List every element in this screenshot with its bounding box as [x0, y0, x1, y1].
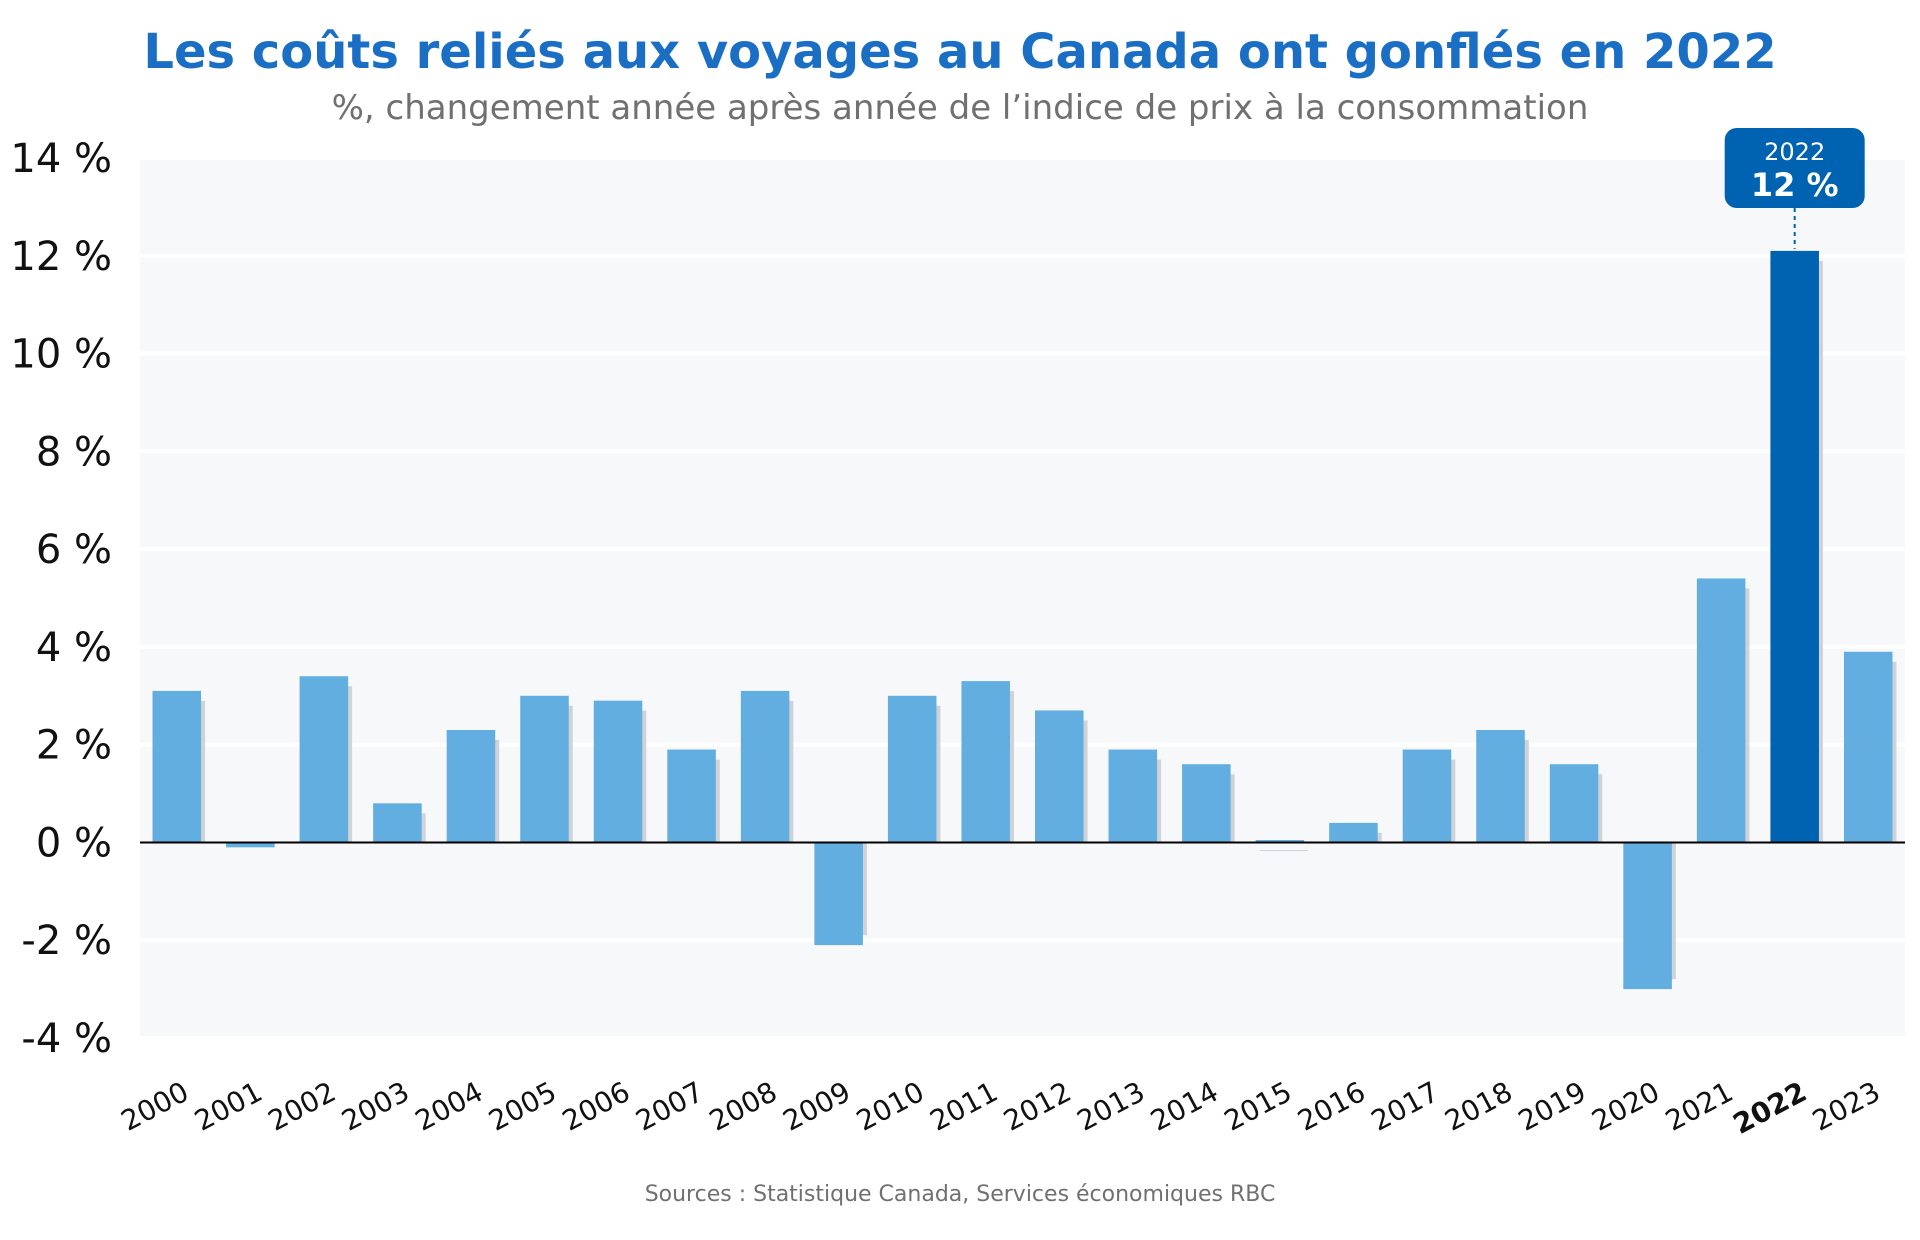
annotation-box — [1724, 128, 1865, 208]
y-tick-label: -2 % — [21, 918, 112, 964]
bar-2009 — [814, 842, 863, 946]
bar-2006 — [593, 700, 643, 843]
chart-title: Les coûts reliés aux voyages au Canada o… — [143, 24, 1777, 80]
bar-2019 — [1549, 764, 1599, 843]
x-tick-label: 2015 — [1219, 1075, 1297, 1138]
bar-2003 — [373, 803, 422, 843]
x-tick-label: 2005 — [483, 1075, 561, 1138]
source-note: Sources : Statistique Canada, Services é… — [644, 1182, 1276, 1207]
x-tick-label: 2001 — [189, 1075, 267, 1138]
bar-2018 — [1476, 730, 1525, 843]
bar-2014 — [1182, 764, 1231, 843]
x-tick-label: 2019 — [1513, 1075, 1591, 1138]
y-tick-label: 0 % — [36, 820, 112, 866]
bar-2004 — [446, 730, 496, 843]
bar-2007 — [667, 749, 716, 843]
y-tick-label: 6 % — [36, 527, 112, 573]
bar-2008 — [740, 690, 790, 843]
y-tick-label: 2 % — [36, 723, 112, 769]
bar-2016 — [1329, 822, 1378, 843]
bar-2020 — [1623, 842, 1672, 990]
x-tick-label: 2006 — [557, 1075, 635, 1138]
y-tick-label: -4 % — [21, 1016, 112, 1062]
y-tick-label: 12 % — [10, 234, 112, 280]
x-tick-label: 2017 — [1366, 1075, 1444, 1138]
bar-2012 — [1035, 710, 1084, 843]
x-tick-label: 2012 — [998, 1075, 1076, 1138]
x-tick-label: 2011 — [925, 1075, 1003, 1138]
y-tick-label: 10 % — [10, 332, 112, 378]
x-tick-label: 2021 — [1660, 1075, 1738, 1138]
y-tick-label: 14 % — [10, 136, 112, 182]
y-tick-label: 8 % — [36, 429, 112, 475]
bar-2002 — [299, 676, 349, 843]
bar-2015 — [1255, 840, 1305, 843]
annotation-value: 12 % — [1751, 166, 1839, 204]
x-tick-label: 2007 — [630, 1075, 708, 1138]
x-tick-label: 2023 — [1807, 1075, 1885, 1138]
x-tick-label: 2009 — [778, 1075, 856, 1138]
x-tick-label: 2010 — [851, 1075, 929, 1138]
x-tick-label: 2002 — [263, 1075, 341, 1138]
x-tick-label: 2014 — [1145, 1075, 1223, 1138]
bar-2023 — [1843, 651, 1893, 843]
bar-2000 — [152, 690, 202, 843]
bar-2010 — [887, 695, 937, 843]
bar-2013 — [1108, 749, 1158, 843]
x-tick-label: 2020 — [1586, 1075, 1664, 1138]
bar-2021 — [1696, 578, 1746, 843]
bar-2017 — [1402, 749, 1452, 843]
plot-area — [140, 158, 1905, 1038]
bar-shadow — [1259, 850, 1309, 851]
annotation-year: 2022 — [1764, 138, 1825, 166]
x-tick-label: 2013 — [1072, 1075, 1150, 1138]
y-tick-label: 4 % — [36, 625, 112, 671]
x-tick-label: 2022 — [1728, 1075, 1812, 1141]
bar-2005 — [520, 695, 569, 843]
bar-2022 — [1770, 250, 1819, 843]
chart-subtitle: %, changement année après année de l’ind… — [331, 88, 1589, 128]
x-tick-label: 2016 — [1292, 1075, 1370, 1138]
bar-2011 — [961, 681, 1010, 843]
x-tick-label: 2018 — [1439, 1075, 1517, 1138]
x-tick-label: 2000 — [116, 1075, 194, 1138]
x-tick-label: 2008 — [704, 1075, 782, 1138]
x-tick-label: 2003 — [336, 1075, 414, 1138]
bar-2001 — [226, 842, 275, 848]
x-tick-label: 2004 — [410, 1075, 488, 1138]
